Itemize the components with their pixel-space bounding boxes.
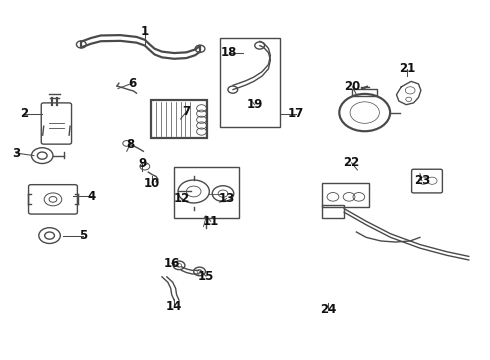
Text: 18: 18 <box>221 46 238 59</box>
Text: 8: 8 <box>126 138 134 150</box>
Text: 16: 16 <box>164 257 180 270</box>
Text: 12: 12 <box>173 192 190 205</box>
Text: 23: 23 <box>414 174 430 187</box>
Bar <box>220 39 280 127</box>
Text: 22: 22 <box>343 156 360 169</box>
Text: 24: 24 <box>320 303 336 316</box>
Text: 11: 11 <box>203 215 219 228</box>
Text: 14: 14 <box>166 300 182 313</box>
Text: 6: 6 <box>128 77 137 90</box>
Bar <box>174 167 239 218</box>
Text: 17: 17 <box>288 107 304 120</box>
Bar <box>322 205 344 218</box>
Bar <box>322 183 368 207</box>
Text: 3: 3 <box>12 147 21 159</box>
Text: 7: 7 <box>182 105 191 118</box>
Text: 19: 19 <box>246 98 263 111</box>
Text: 20: 20 <box>344 80 361 93</box>
Bar <box>352 89 377 96</box>
Text: 2: 2 <box>20 107 28 120</box>
Text: 5: 5 <box>79 229 87 242</box>
Text: 10: 10 <box>144 177 160 190</box>
Text: 21: 21 <box>399 62 416 75</box>
Text: 9: 9 <box>138 157 147 170</box>
Text: 4: 4 <box>87 190 95 203</box>
Text: 1: 1 <box>141 25 149 38</box>
Text: 15: 15 <box>198 270 214 283</box>
Text: 13: 13 <box>219 192 235 205</box>
Bar <box>151 100 207 138</box>
